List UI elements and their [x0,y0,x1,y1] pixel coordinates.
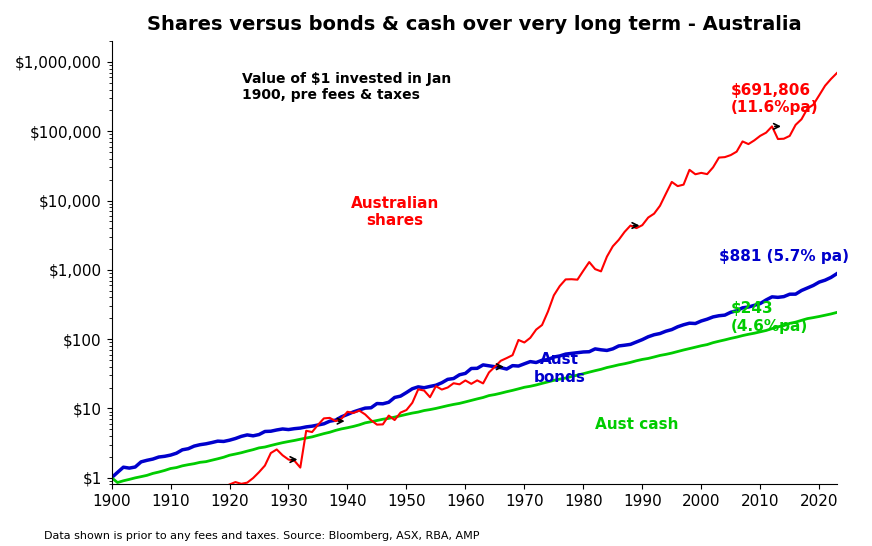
Text: Australian
shares: Australian shares [351,195,439,228]
Text: Aust
bonds: Aust bonds [534,352,586,385]
Text: $691,806
(11.6%pa): $691,806 (11.6%pa) [731,83,818,115]
Text: $243
(4.6%pa): $243 (4.6%pa) [731,301,808,334]
Text: Value of $1 invested in Jan
1900, pre fees & taxes: Value of $1 invested in Jan 1900, pre fe… [242,72,452,102]
Text: Aust cash: Aust cash [595,418,678,432]
Text: Data shown is prior to any fees and taxes. Source: Bloomberg, ASX, RBA, AMP: Data shown is prior to any fees and taxe… [44,531,479,541]
Title: Shares versus bonds & cash over very long term - Australia: Shares versus bonds & cash over very lon… [146,15,801,34]
Text: $881 (5.7% pa): $881 (5.7% pa) [719,250,849,264]
